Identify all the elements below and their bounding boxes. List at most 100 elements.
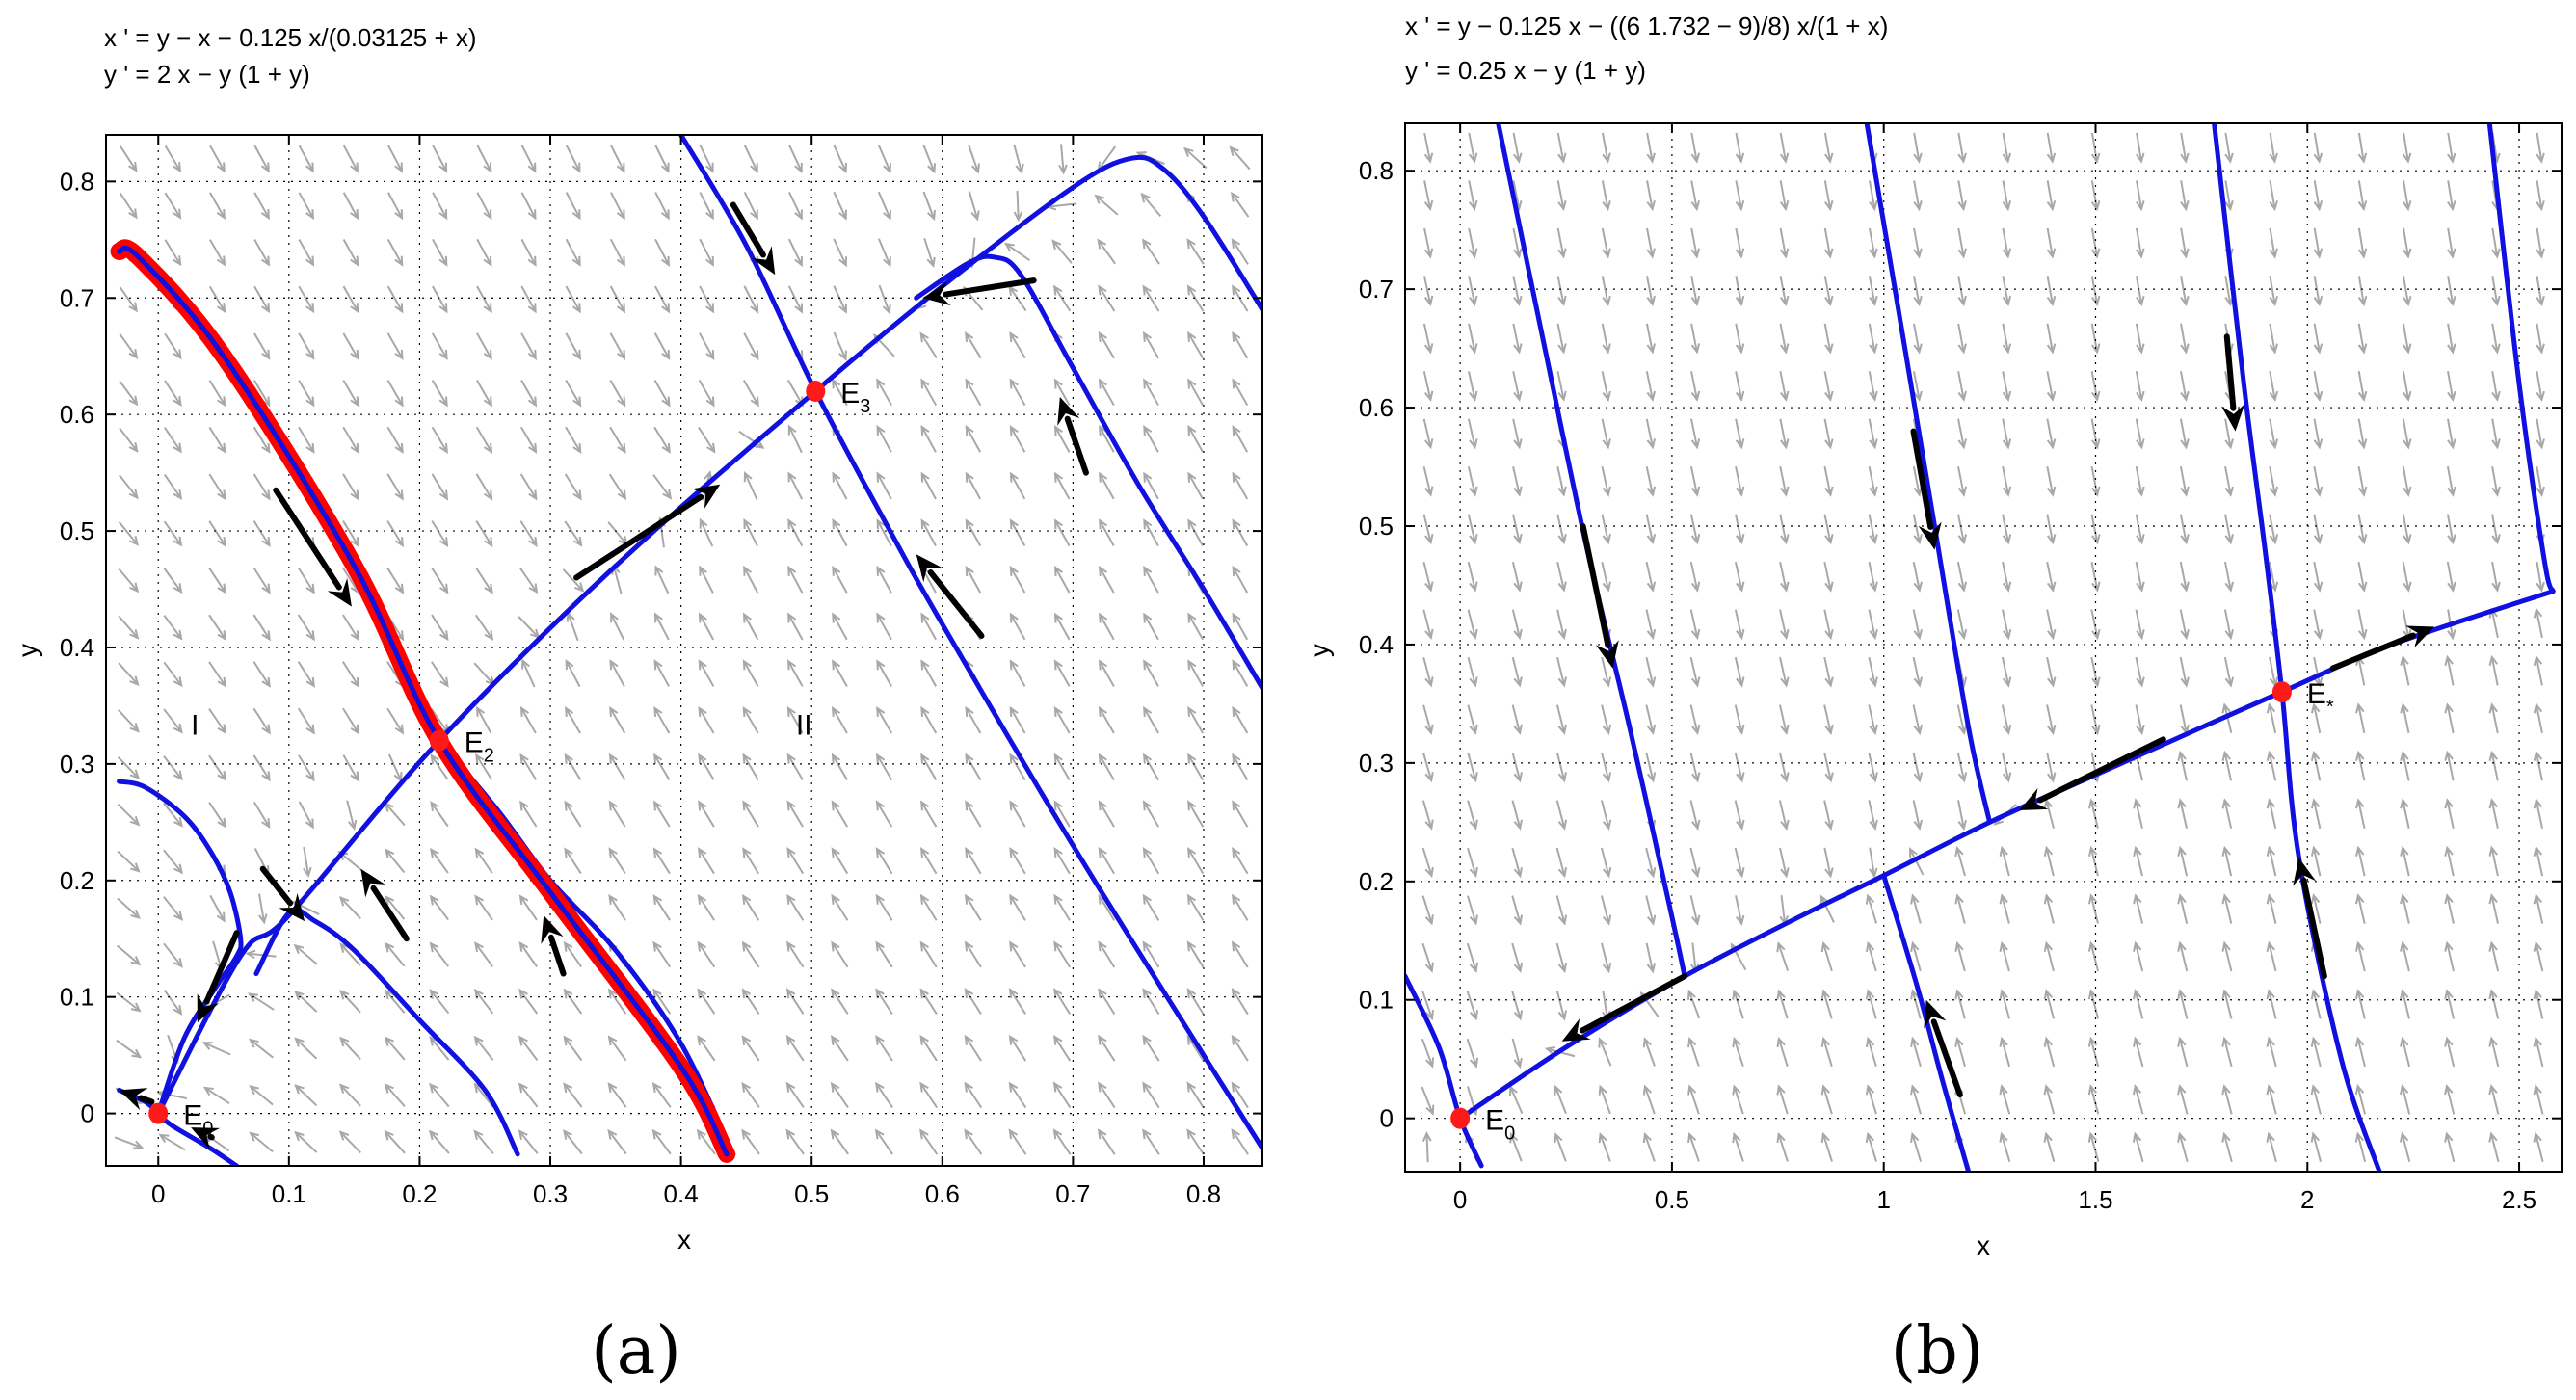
field-arrow bbox=[1232, 284, 1249, 312]
field-arrow bbox=[1556, 656, 1567, 688]
field-arrow bbox=[653, 285, 671, 314]
field-arrow bbox=[1779, 227, 1790, 259]
field-arrow bbox=[2090, 180, 2101, 212]
field-arrow bbox=[741, 1081, 760, 1108]
field-arrow bbox=[252, 426, 271, 454]
field-arrow bbox=[1645, 514, 1657, 545]
field-arrow bbox=[163, 615, 183, 641]
field-arrow bbox=[1645, 561, 1657, 593]
field-arrow bbox=[1820, 1036, 1833, 1068]
field-arrow bbox=[1422, 466, 1434, 497]
field-arrow bbox=[652, 847, 671, 875]
field-arrow bbox=[742, 753, 759, 781]
y-tick-label: 0.7 bbox=[1359, 275, 1394, 304]
field-arrow bbox=[342, 192, 359, 221]
field-arrow bbox=[1601, 800, 1612, 831]
field-arrow bbox=[1910, 893, 1922, 924]
field-arrow bbox=[1053, 518, 1071, 547]
field-arrow bbox=[1865, 1131, 1878, 1162]
field-arrow bbox=[2087, 1131, 2100, 1162]
field-arrow bbox=[2133, 893, 2144, 924]
field-arrow bbox=[922, 191, 936, 222]
field-arrow bbox=[1779, 514, 1790, 545]
field-arrow bbox=[785, 1128, 805, 1155]
field-arrow bbox=[1512, 276, 1523, 307]
field-arrow bbox=[920, 471, 937, 500]
field-arrow bbox=[965, 471, 982, 500]
field-arrow bbox=[429, 894, 449, 921]
field-arrow bbox=[2223, 656, 2235, 688]
field-arrow bbox=[1645, 656, 1657, 688]
field-arrow bbox=[877, 238, 891, 268]
field-arrow bbox=[252, 473, 271, 501]
field-arrow bbox=[2402, 371, 2412, 403]
field-arrow bbox=[387, 753, 403, 783]
field-arrow bbox=[1423, 227, 1434, 259]
field-arrow bbox=[697, 893, 715, 921]
field-arrow bbox=[1913, 132, 1923, 164]
field-arrow bbox=[1009, 800, 1026, 828]
field-arrow bbox=[1099, 518, 1115, 547]
field-arrow bbox=[1186, 284, 1205, 312]
x-tick-label: 1 bbox=[1876, 1185, 1890, 1214]
field-arrow bbox=[208, 520, 226, 547]
field-arrow bbox=[1556, 371, 1567, 402]
field-arrow bbox=[346, 800, 358, 831]
field-arrow bbox=[429, 1082, 450, 1108]
field-arrow bbox=[1511, 800, 1523, 831]
field-arrow bbox=[833, 191, 847, 221]
field-arrow bbox=[564, 800, 582, 828]
field-arrow bbox=[1142, 893, 1160, 921]
field-arrow bbox=[298, 801, 314, 830]
field-arrow bbox=[1097, 1128, 1116, 1155]
field-arrow bbox=[1645, 276, 1656, 307]
field-arrow bbox=[116, 991, 142, 1013]
field-arrow bbox=[565, 285, 581, 314]
field-arrow bbox=[653, 426, 671, 454]
field-arrow bbox=[1823, 371, 1834, 402]
field-arrow bbox=[2444, 750, 2455, 781]
field-arrow bbox=[1143, 705, 1159, 734]
field-arrow bbox=[2402, 276, 2412, 307]
field-arrow bbox=[565, 238, 581, 267]
flow-arrow-2 bbox=[573, 484, 721, 581]
field-arrow bbox=[2136, 180, 2145, 212]
field-arrow bbox=[919, 1128, 939, 1155]
field-arrow bbox=[1099, 612, 1115, 641]
field-arrow bbox=[1186, 893, 1205, 921]
field-arrow bbox=[2357, 132, 2368, 164]
field-arrow bbox=[520, 145, 537, 173]
field-arrow bbox=[298, 380, 315, 408]
field-arrow bbox=[2133, 845, 2143, 877]
region-label-0: I bbox=[191, 710, 199, 742]
field-arrow bbox=[2488, 750, 2499, 781]
field-arrow bbox=[965, 424, 982, 453]
flow-arrow-3 bbox=[922, 277, 1037, 306]
field-arrow bbox=[1143, 565, 1159, 594]
field-arrow bbox=[248, 992, 275, 1011]
field-arrow bbox=[786, 893, 805, 921]
field-arrow bbox=[919, 331, 938, 359]
panel-a-equation-2: y ' = 2 x − y (1 + y) bbox=[104, 60, 310, 89]
field-arrow bbox=[876, 518, 892, 547]
field-arrow bbox=[202, 1086, 230, 1104]
field-arrow bbox=[609, 705, 626, 734]
field-arrow bbox=[2221, 989, 2233, 1019]
field-arrow bbox=[919, 847, 938, 875]
field-arrow bbox=[2313, 276, 2324, 307]
field-arrow bbox=[1734, 704, 1745, 736]
field-arrow bbox=[608, 753, 626, 780]
field-arrow bbox=[1423, 180, 1434, 212]
field-arrow bbox=[698, 612, 715, 641]
field-arrow bbox=[964, 1034, 982, 1062]
field-arrow bbox=[563, 1082, 583, 1108]
field-arrow bbox=[2090, 418, 2101, 450]
field-arrow bbox=[1689, 656, 1701, 688]
field-arrow bbox=[1690, 132, 1701, 164]
field-arrow bbox=[208, 754, 227, 781]
field-arrow bbox=[2533, 989, 2544, 1019]
field-arrow bbox=[1467, 704, 1478, 735]
field-arrow bbox=[2533, 1036, 2544, 1068]
field-arrow bbox=[1779, 847, 1790, 879]
field-arrow bbox=[833, 285, 847, 314]
